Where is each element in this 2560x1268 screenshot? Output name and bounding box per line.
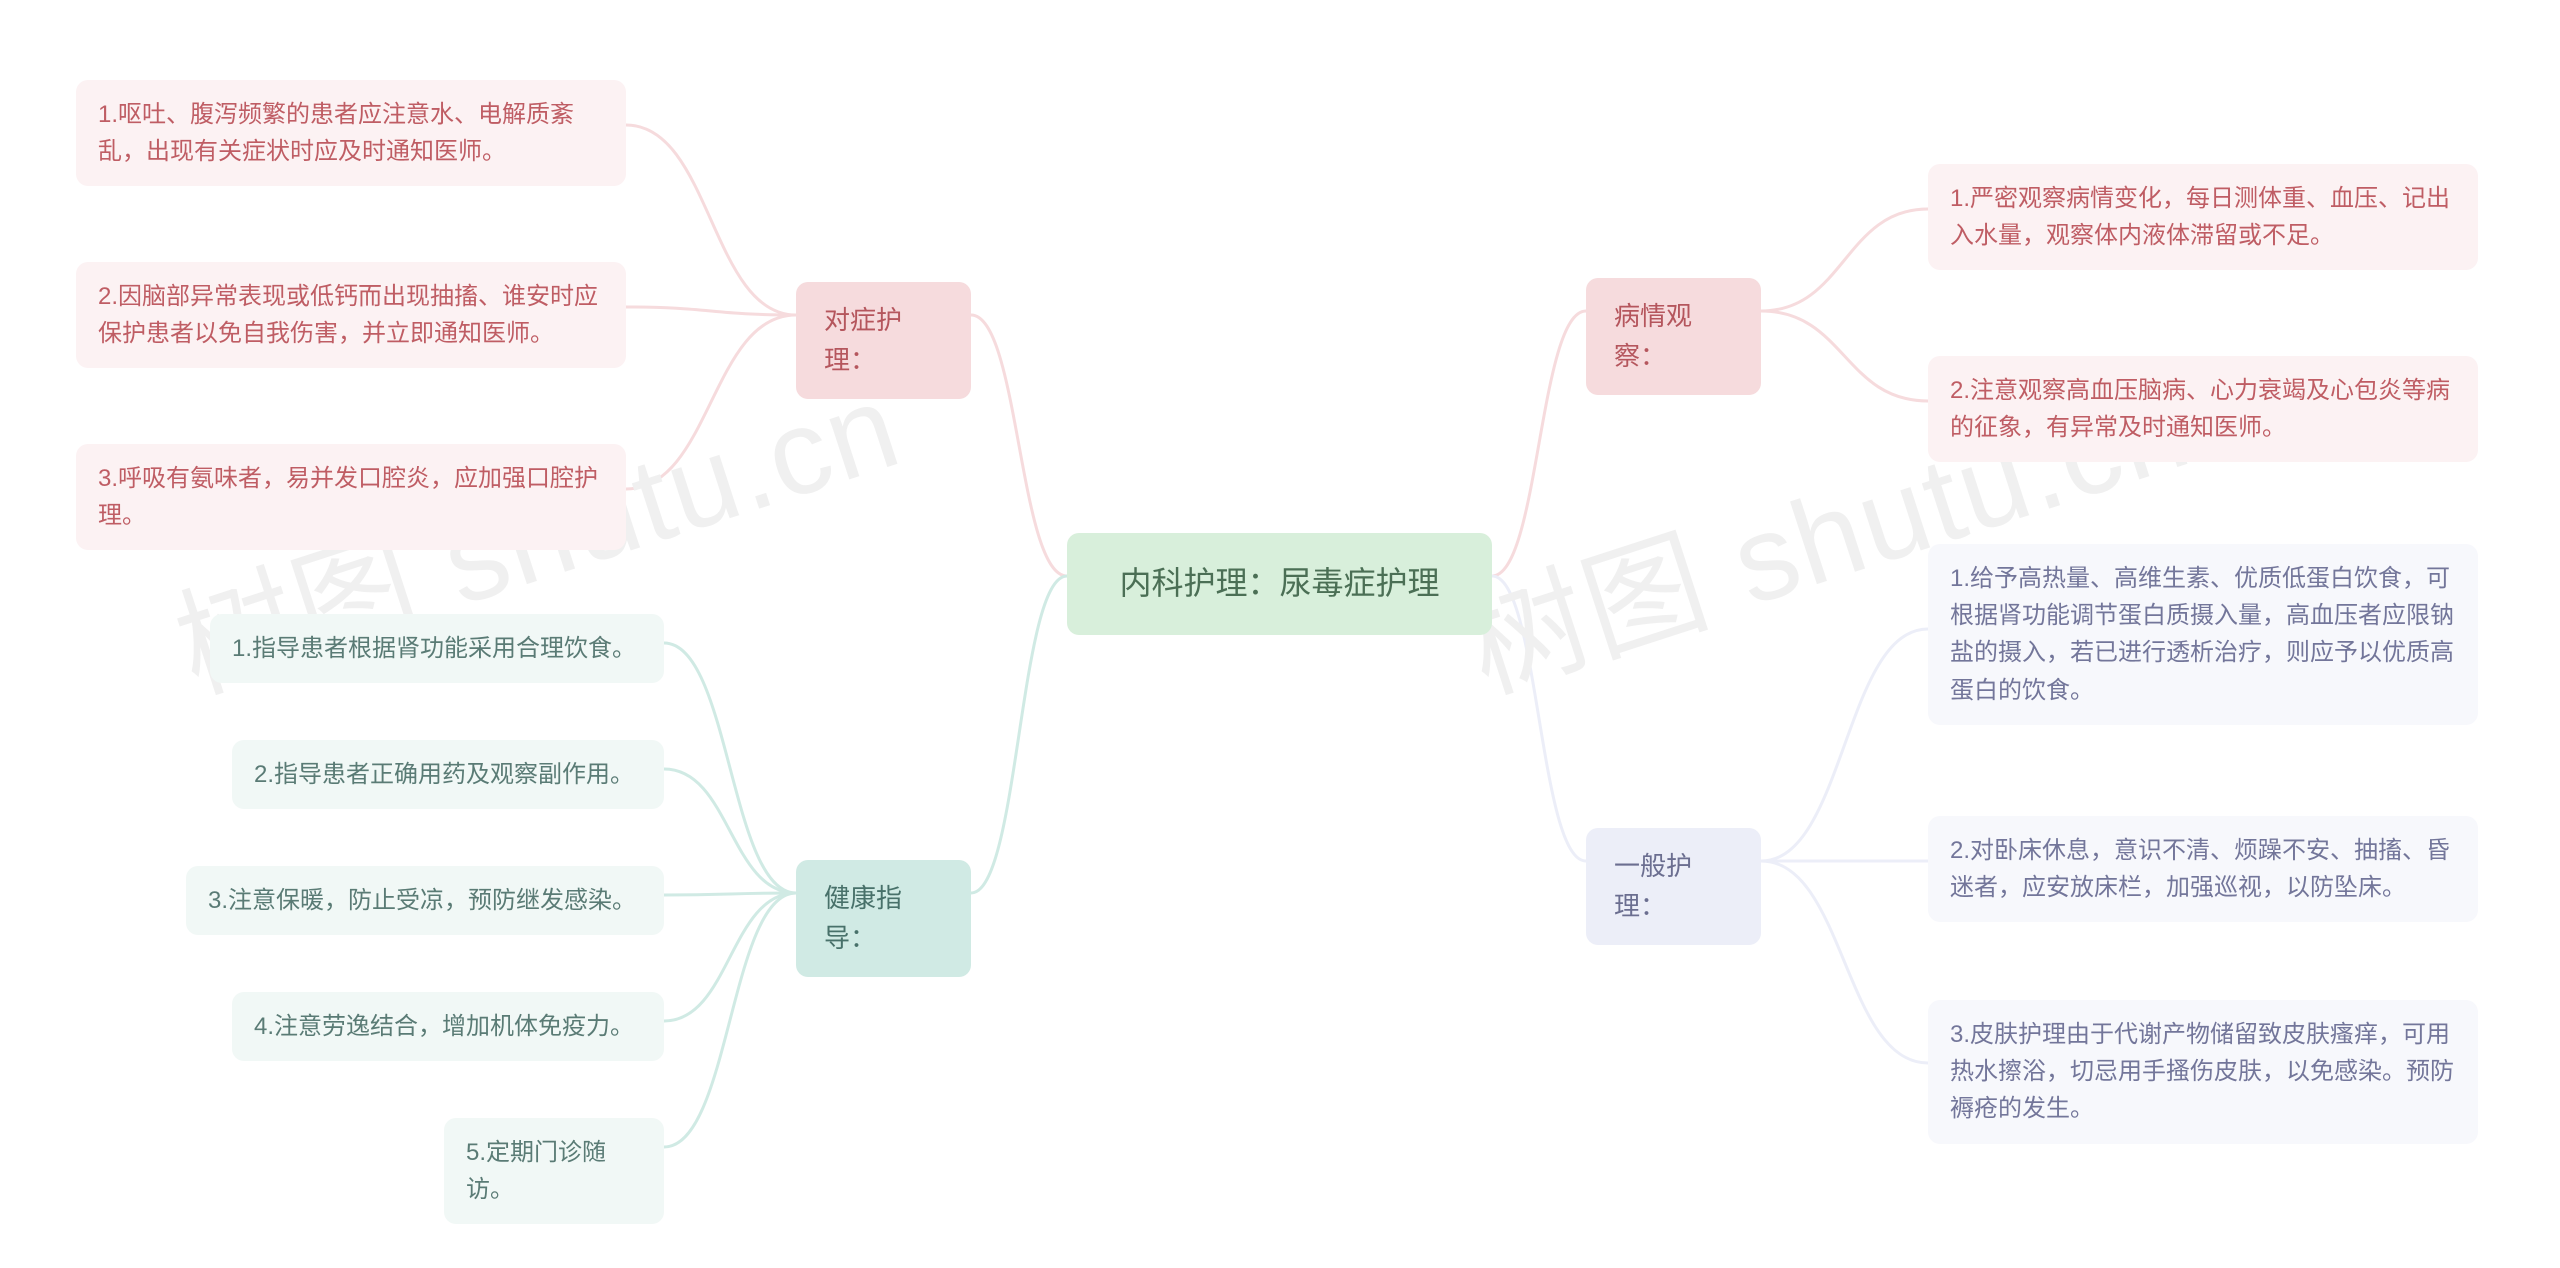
leaf-s3: 3.呼吸有氨味者，易并发口腔炎，应加强口腔护理。 xyxy=(76,444,626,550)
connector xyxy=(971,315,1067,576)
leaf-g4: 4.注意劳逸结合，增加机体免疫力。 xyxy=(232,992,664,1061)
leaf-s2: 2.因脑部异常表现或低钙而出现抽搐、谁安时应保护患者以免自我伤害，并立即通知医师… xyxy=(76,262,626,368)
connector xyxy=(1761,861,1928,1063)
connector xyxy=(1761,629,1928,861)
connector xyxy=(664,769,796,893)
leaf-n3: 3.皮肤护理由于代谢产物储留致皮肤瘙痒，可用热水擦浴，切忌用手搔伤皮肤，以免感染… xyxy=(1928,1000,2478,1144)
branch-b-observe: 病情观察： xyxy=(1586,278,1761,395)
connector xyxy=(626,315,796,489)
connector xyxy=(664,893,796,1147)
connector xyxy=(1761,311,1928,401)
branch-b-symptom: 对症护理： xyxy=(796,282,971,399)
connector xyxy=(626,307,796,315)
leaf-g1: 1.指导患者根据肾功能采用合理饮食。 xyxy=(210,614,664,683)
leaf-n1: 1.给予高热量、高维生素、优质低蛋白饮食，可根据肾功能调节蛋白质摄入量，高血压者… xyxy=(1928,544,2478,725)
leaf-g2: 2.指导患者正确用药及观察副作用。 xyxy=(232,740,664,809)
leaf-o2: 2.注意观察高血压脑病、心力衰竭及心包炎等病的征象，有异常及时通知医师。 xyxy=(1928,356,2478,462)
connector xyxy=(664,893,796,1021)
leaf-g5: 5.定期门诊随访。 xyxy=(444,1118,664,1224)
connector xyxy=(1492,576,1586,861)
leaf-n2: 2.对卧床休息，意识不清、烦躁不安、抽搐、昏迷者，应安放床栏，加强巡视，以防坠床… xyxy=(1928,816,2478,922)
connector xyxy=(1492,311,1586,576)
leaf-o1: 1.严密观察病情变化，每日测体重、血压、记出入水量，观察体内液体滞留或不足。 xyxy=(1928,164,2478,270)
connector xyxy=(1761,209,1928,311)
branch-b-general: 一般护理： xyxy=(1586,828,1761,945)
connector xyxy=(664,643,796,893)
connector xyxy=(664,893,796,895)
root-node: 内科护理：尿毒症护理 xyxy=(1067,533,1492,635)
connector xyxy=(626,125,796,315)
branch-b-guide: 健康指导： xyxy=(796,860,971,977)
connector xyxy=(971,576,1067,893)
leaf-s1: 1.呕吐、腹泻频繁的患者应注意水、电解质紊乱，出现有关症状时应及时通知医师。 xyxy=(76,80,626,186)
leaf-g3: 3.注意保暖，防止受凉，预防继发感染。 xyxy=(186,866,664,935)
mindmap-stage: 树图 shutu.cn树图 shutu.cn内科护理：尿毒症护理对症护理：1.呕… xyxy=(0,0,2560,1268)
